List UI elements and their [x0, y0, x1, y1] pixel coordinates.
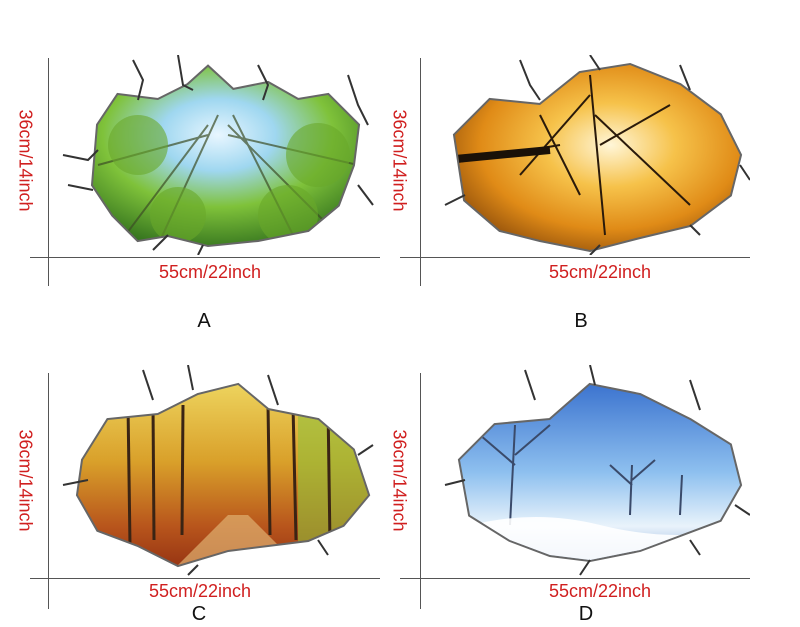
- variant-letter: C: [191, 603, 207, 625]
- height-guide-line: [48, 373, 49, 609]
- panel-a: 36cm/14inch 55cm/22inch A: [0, 0, 400, 332]
- width-label: 55cm/22inch: [548, 581, 652, 601]
- variant-letter: A: [197, 310, 211, 332]
- autumn-canopy-image: [440, 55, 750, 255]
- height-guide-line: [48, 58, 49, 286]
- variant-letter: B: [574, 310, 588, 332]
- height-guide-line: [420, 373, 421, 609]
- height-label: 36cm/14inch: [389, 109, 410, 212]
- width-guide-line: [400, 578, 750, 579]
- width-guide-line: [30, 257, 380, 258]
- width-guide-line: [30, 578, 380, 579]
- variant-letter: D: [578, 603, 594, 625]
- height-label: 36cm/14inch: [389, 429, 410, 532]
- panel-d: 36cm/14inch 55cm/22inch D: [390, 313, 800, 626]
- panel-b: 36cm/14inch 55cm/22inch B: [390, 0, 800, 332]
- autumn-forest-path-image: [58, 365, 378, 580]
- height-label: 36cm/14inch: [15, 429, 36, 532]
- summer-forest-image: [58, 55, 378, 255]
- height-guide-line: [420, 58, 421, 286]
- height-label: 36cm/14inch: [15, 109, 36, 212]
- width-label: 55cm/22inch: [148, 581, 252, 601]
- panel-c: 36cm/14inch 55cm/22inch C: [0, 313, 400, 626]
- width-label: 55cm/22inch: [548, 262, 652, 282]
- width-label: 55cm/22inch: [158, 262, 262, 282]
- winter-snow-image: [440, 365, 750, 580]
- width-guide-line: [400, 257, 750, 258]
